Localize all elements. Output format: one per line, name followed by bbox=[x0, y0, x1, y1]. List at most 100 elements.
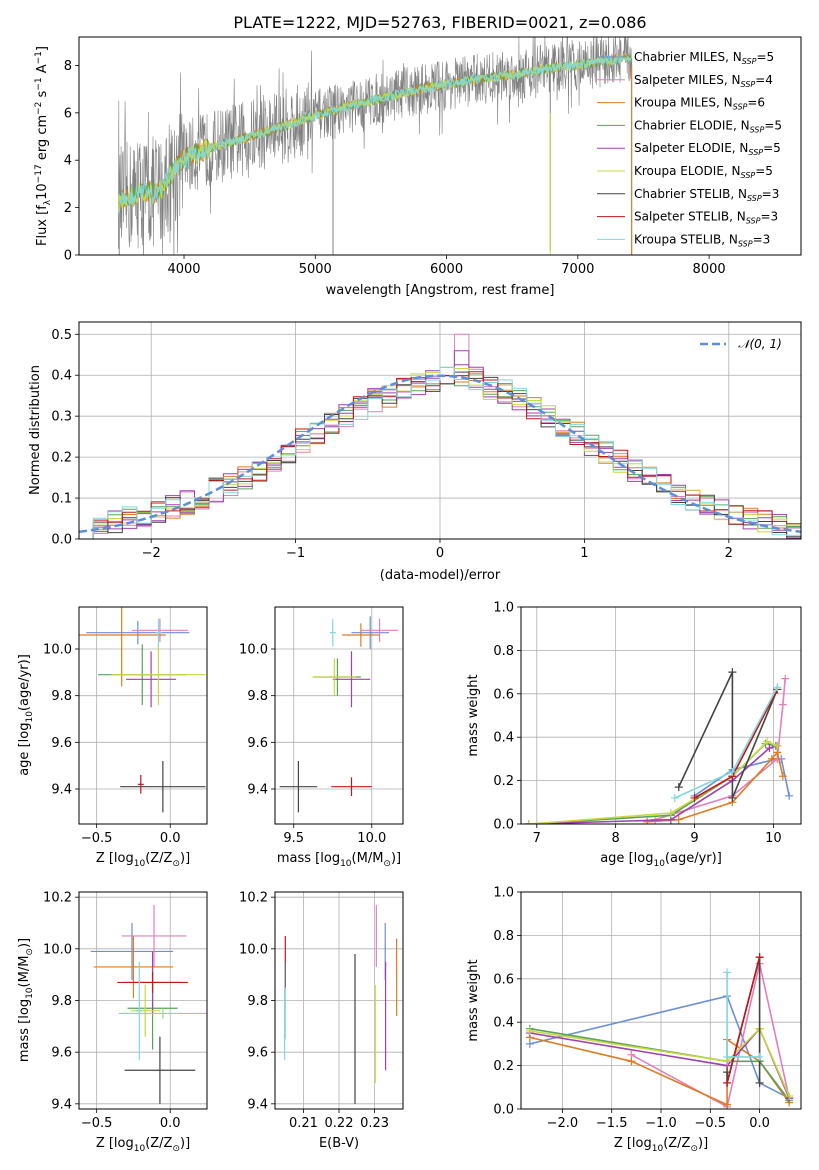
mass-weight-line bbox=[529, 1036, 790, 1106]
mass-vs-metallicity-panel: −0.5 0.0 9.4 9.6 9.8 10.0 10.2 Z [log10(Z/Z⊙)] m… bbox=[17, 891, 208, 1154]
clipped-group bbox=[90, 904, 207, 1104]
y-tick-label: 10.2 bbox=[239, 891, 268, 906]
plus-marker bbox=[643, 817, 652, 824]
x-tick-label: −2.0 bbox=[547, 1116, 579, 1131]
x-tick-label: 2 bbox=[725, 546, 733, 561]
y-tick-label: 9.6 bbox=[247, 1046, 268, 1061]
y-axis-label: Normed distribution bbox=[28, 365, 43, 495]
y-tick-label: 8 bbox=[64, 59, 72, 74]
x-axis-label: (data-model)/error bbox=[380, 568, 501, 583]
x-axis-label: age [log10(age/yr)] bbox=[600, 851, 722, 869]
age-vs-metallicity-panel: −0.5 0.0 9.4 9.6 9.8 10.0 Z [log10(Z/Z⊙)] age [… bbox=[17, 606, 208, 869]
x-tick-label: 0.23 bbox=[360, 1116, 389, 1131]
model-spectrum-line bbox=[117, 54, 632, 214]
mass-weight-line bbox=[674, 686, 779, 799]
y-tick-label: 0 bbox=[64, 249, 72, 264]
mass-weight-line bbox=[529, 995, 790, 1099]
x-axis-label: E(B-V) bbox=[319, 1136, 359, 1151]
x-tick-label: 0.21 bbox=[289, 1116, 318, 1131]
plus-marker bbox=[728, 767, 737, 776]
y-tick-label: 2 bbox=[64, 201, 72, 216]
y-tick-label: 10.2 bbox=[43, 891, 72, 906]
legend-label: Kroupa STELIB, NSSP=3 bbox=[634, 232, 770, 248]
mass-weight-line bbox=[528, 740, 778, 824]
x-tick-label: 0.22 bbox=[325, 1116, 354, 1131]
x-tick-label: 10.0 bbox=[357, 831, 386, 846]
mass-weight-line bbox=[631, 963, 790, 1109]
axes-frame bbox=[78, 36, 802, 256]
legend-label: Chabrier ELODIE, NSSP=5 bbox=[634, 118, 782, 134]
y-tick-label: 9.8 bbox=[51, 994, 72, 1009]
plus-marker bbox=[765, 744, 774, 753]
plus-marker bbox=[525, 1026, 534, 1035]
clipped-group bbox=[117, 37, 633, 255]
clipped-group bbox=[525, 953, 794, 1109]
x-axis-label: Z [log10(Z/Z⊙)] bbox=[96, 851, 190, 869]
y-axis-label: mass weight bbox=[466, 674, 481, 756]
plus-marker bbox=[728, 793, 737, 802]
plus-marker bbox=[723, 1100, 732, 1109]
x-tick-label: 0.0 bbox=[160, 831, 181, 846]
y-tick-label: 9.8 bbox=[51, 689, 72, 704]
legend-label: 𝒩(0, 1) bbox=[738, 337, 782, 351]
y-tick-label: 0.0 bbox=[493, 1103, 514, 1118]
histogram-step-line bbox=[79, 371, 801, 539]
y-tick-label: 0.3 bbox=[51, 410, 72, 425]
plus-marker bbox=[778, 772, 787, 781]
y-tick-label: 10.0 bbox=[239, 643, 268, 658]
x-tick-label: −0.5 bbox=[695, 1116, 727, 1131]
clipped-group bbox=[79, 333, 801, 539]
axes-frame bbox=[78, 606, 208, 825]
y-tick-label: 0.2 bbox=[51, 451, 72, 466]
y-tick-label: 0.0 bbox=[493, 818, 514, 833]
x-tick-label: −0.5 bbox=[81, 1116, 113, 1131]
x-tick-label: 7000 bbox=[561, 262, 594, 277]
x-tick-label: −2 bbox=[142, 546, 161, 561]
legend-label: Chabrier MILES, NSSP=5 bbox=[634, 50, 774, 66]
y-tick-label: 9.6 bbox=[51, 736, 72, 751]
plus-marker bbox=[723, 1078, 732, 1087]
x-tick-label: 9.5 bbox=[283, 831, 304, 846]
y-tick-label: 0.1 bbox=[51, 492, 72, 507]
y-tick-label: 6 bbox=[64, 106, 72, 121]
age-vs-mass-panel: 9.5 10.0 9.4 9.6 9.8 10.0 mass [log10(M/M⊙)] bbox=[239, 606, 404, 869]
y-tick-label: 10.0 bbox=[43, 942, 72, 957]
legend-label: Salpeter MILES, NSSP=4 bbox=[634, 73, 773, 89]
model-spectrum-line bbox=[117, 54, 632, 214]
x-tick-label: −1.5 bbox=[596, 1116, 628, 1131]
plus-marker bbox=[785, 791, 794, 800]
y-tick-label: 9.4 bbox=[51, 1097, 72, 1112]
plus-marker bbox=[781, 674, 790, 683]
mass-weight-vs-age-panel: 7 8 9 10 0.0 0.2 0.4 0.6 0.8 1.0 age [log10(age/yr… bbox=[466, 601, 802, 869]
y-tick-label: 0.8 bbox=[493, 929, 514, 944]
y-tick-label: 0.2 bbox=[493, 1059, 514, 1074]
plus-marker bbox=[767, 754, 776, 763]
x-tick-label: 0.0 bbox=[749, 1116, 770, 1131]
y-tick-label: 9.4 bbox=[51, 783, 72, 798]
axes-frame bbox=[520, 606, 802, 825]
y-tick-label: 0.8 bbox=[493, 644, 514, 659]
plus-marker bbox=[627, 1057, 636, 1066]
plus-marker bbox=[674, 815, 683, 824]
legend-label: Salpeter ELODIE, NSSP=5 bbox=[634, 141, 781, 157]
y-axis-label: Flux [fλ10−17 erg cm−2 s−1 A−1] bbox=[34, 46, 53, 246]
y-tick-label: 9.4 bbox=[247, 1097, 268, 1112]
y-tick-label: 9.8 bbox=[247, 689, 268, 704]
plus-marker bbox=[666, 809, 675, 818]
spectrum-panel: 4000 5000 6000 7000 8000 0 2 4 6 8 wavelength [Ang… bbox=[34, 36, 802, 298]
mass-weight-line bbox=[677, 671, 779, 799]
y-axis-label: mass [log10(M/M⊙)] bbox=[17, 938, 35, 1062]
x-tick-label: 10 bbox=[765, 831, 782, 846]
x-tick-label: 1 bbox=[580, 546, 588, 561]
x-tick-label: 0.0 bbox=[160, 1116, 181, 1131]
y-tick-label: 9.6 bbox=[51, 1046, 72, 1061]
y-tick-label: 0.4 bbox=[493, 731, 514, 746]
figure-title: PLATE=1222, MJD=52763, FIBERID=0021, z=0… bbox=[233, 13, 646, 32]
plus-marker bbox=[763, 737, 772, 746]
x-axis-label: Z [log10(Z/Z⊙)] bbox=[614, 1136, 708, 1154]
y-tick-label: 9.8 bbox=[247, 994, 268, 1009]
plus-marker bbox=[674, 783, 683, 792]
x-axis-label: Z [log10(Z/Z⊙)] bbox=[96, 1136, 190, 1154]
y-tick-label: 9.6 bbox=[247, 736, 268, 751]
